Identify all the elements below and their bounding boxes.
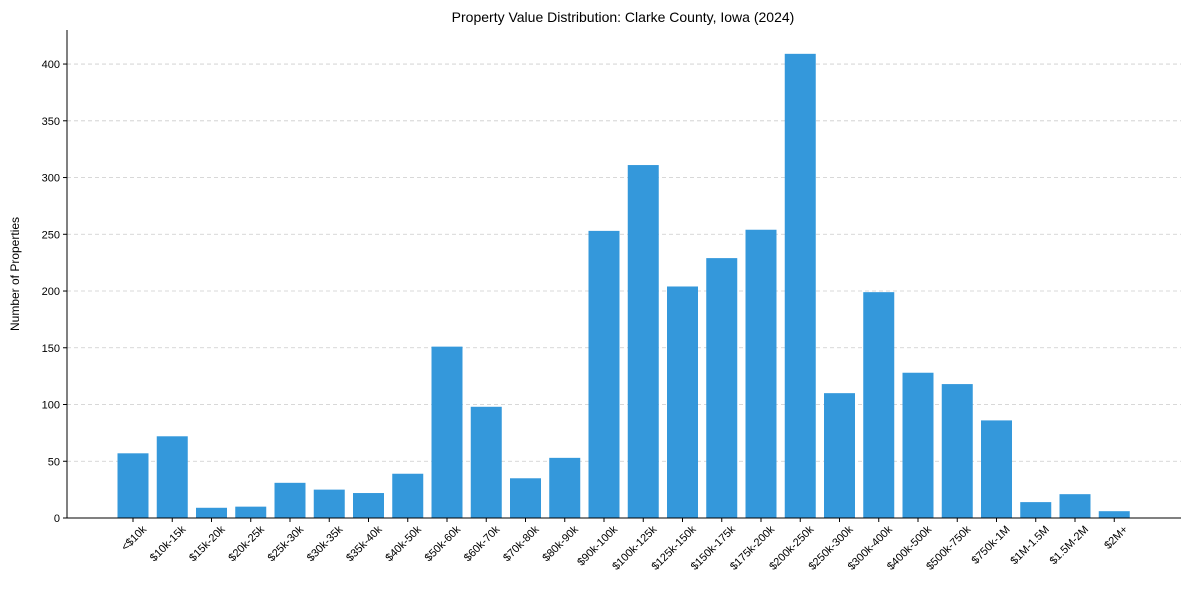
bar: [667, 286, 698, 518]
bar: [941, 384, 973, 518]
bar: [549, 457, 581, 518]
bar: [863, 292, 895, 518]
x-tick-label: $35k-40k: [344, 523, 385, 564]
y-tick-label: 300: [42, 173, 60, 185]
bar: [235, 506, 267, 518]
x-tick-label: $40k-50k: [383, 523, 424, 564]
x-tick-label: $2M+: [1102, 524, 1130, 552]
bar: [745, 229, 777, 518]
bar: [784, 53, 816, 519]
x-tick-label: <$10k: [119, 523, 149, 553]
y-tick-label: 100: [42, 400, 60, 412]
bar: [981, 420, 1012, 518]
bar: [431, 346, 463, 518]
bar: [353, 493, 384, 518]
bar: [902, 372, 934, 518]
bar: [156, 436, 188, 518]
y-ticks: 0 50 100 150 200 250 300 350 400: [42, 59, 67, 525]
bar: [313, 489, 345, 518]
bar: [274, 482, 306, 518]
x-tick-label: $750k-1M: [970, 524, 1013, 567]
x-tick-label: $50k-60k: [423, 523, 464, 564]
x-tick-label: $20k-25k: [226, 523, 267, 564]
gridlines: [67, 63, 1181, 462]
axes: [66, 30, 1181, 519]
bar: [588, 230, 620, 518]
y-tick-label: 400: [42, 59, 60, 71]
x-ticks: <$10k$10k-15k$15k-20k$20k-25k$25k-30k$30…: [119, 518, 1130, 573]
bars: [117, 53, 1130, 519]
bar: [470, 406, 502, 518]
x-tick-label: $30k-35k: [305, 523, 346, 564]
y-tick-label: 250: [42, 229, 60, 241]
x-tick-label: $1.5M-2M: [1048, 524, 1092, 568]
bar: [706, 258, 738, 518]
x-tick-label: $15k-20k: [187, 523, 228, 564]
bar: [117, 453, 149, 518]
y-tick-label: 50: [48, 456, 60, 468]
bar: [1059, 494, 1091, 518]
bar: [1098, 511, 1130, 518]
x-tick-label: $25k-30k: [266, 523, 307, 564]
bar: [1020, 502, 1052, 518]
y-axis-label: Number of Properties: [8, 217, 22, 331]
y-tick-label: 200: [42, 286, 60, 298]
x-tick-label: $70k-80k: [501, 523, 542, 564]
bar: [196, 507, 227, 518]
x-tick-label: $80k-90k: [540, 523, 581, 564]
y-tick-label: 350: [42, 116, 60, 128]
y-tick-label: 150: [42, 343, 60, 355]
x-tick-label: $60k-70k: [462, 523, 503, 564]
chart-title: Property Value Distribution: Clarke Coun…: [452, 9, 795, 25]
x-tick-label: $1M-1.5M: [1008, 524, 1052, 568]
x-tick-label: $10k-15k: [148, 523, 189, 564]
bar: [392, 473, 424, 518]
bar: [510, 478, 541, 518]
bar: [824, 393, 855, 518]
bar: [627, 165, 659, 519]
y-tick-label: 0: [54, 513, 60, 525]
